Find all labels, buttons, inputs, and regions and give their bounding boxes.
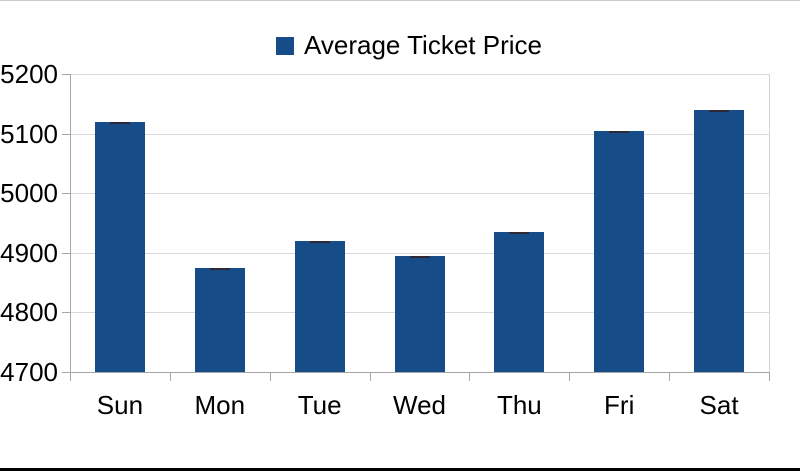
y-axis-tick (62, 193, 70, 195)
image-bottom-border (0, 468, 800, 471)
y-axis-tick (62, 372, 70, 373)
y-axis-tick (62, 312, 70, 314)
y-axis-label: 4700 (0, 357, 58, 387)
y-gridline (70, 133, 769, 135)
y-axis-label: 5000 (0, 178, 58, 209)
bar-fri (594, 130, 645, 372)
chart-legend: Average Ticket Price (276, 30, 542, 61)
x-axis-tick (169, 372, 171, 381)
bar-sat (694, 109, 745, 372)
bar-mon (194, 267, 245, 372)
y-axis-tick (62, 252, 70, 254)
x-axis-tick (469, 372, 471, 381)
x-axis-tick (669, 372, 671, 381)
legend-color-swatch (276, 36, 294, 55)
y-axis-line (70, 74, 71, 372)
x-axis-label: Wed (393, 390, 446, 420)
x-axis-tick (769, 372, 770, 381)
x-axis-tick (569, 372, 571, 381)
x-axis-label: Tue (297, 390, 342, 420)
x-axis-tick (369, 372, 371, 381)
x-axis-label: Thu (496, 390, 542, 420)
x-axis-label: Sun (96, 390, 144, 420)
y-gridline (70, 74, 769, 75)
x-axis-tick (269, 372, 271, 381)
y-axis-label: 4800 (0, 297, 58, 328)
y-axis-label: 5200 (0, 59, 58, 89)
x-axis-label: Mon (194, 390, 246, 420)
y-axis-tick (62, 133, 70, 135)
y-gridline (70, 372, 769, 373)
y-gridline (70, 252, 769, 254)
y-axis-tick (62, 74, 70, 75)
legend-label: Average Ticket Price (304, 30, 542, 60)
plot-right-border (769, 74, 770, 372)
y-gridline (70, 193, 769, 195)
image-top-border (0, 0, 800, 1)
bar-wed (394, 255, 445, 372)
bar-tue (294, 240, 345, 372)
bar-sun (94, 121, 145, 372)
x-axis-tick (70, 372, 71, 381)
y-axis-label: 5100 (0, 118, 58, 149)
bar-thu (494, 231, 545, 372)
y-axis-label: 4900 (0, 237, 58, 268)
x-axis-label: Fri (604, 390, 635, 420)
x-axis-label: Sat (699, 390, 739, 420)
